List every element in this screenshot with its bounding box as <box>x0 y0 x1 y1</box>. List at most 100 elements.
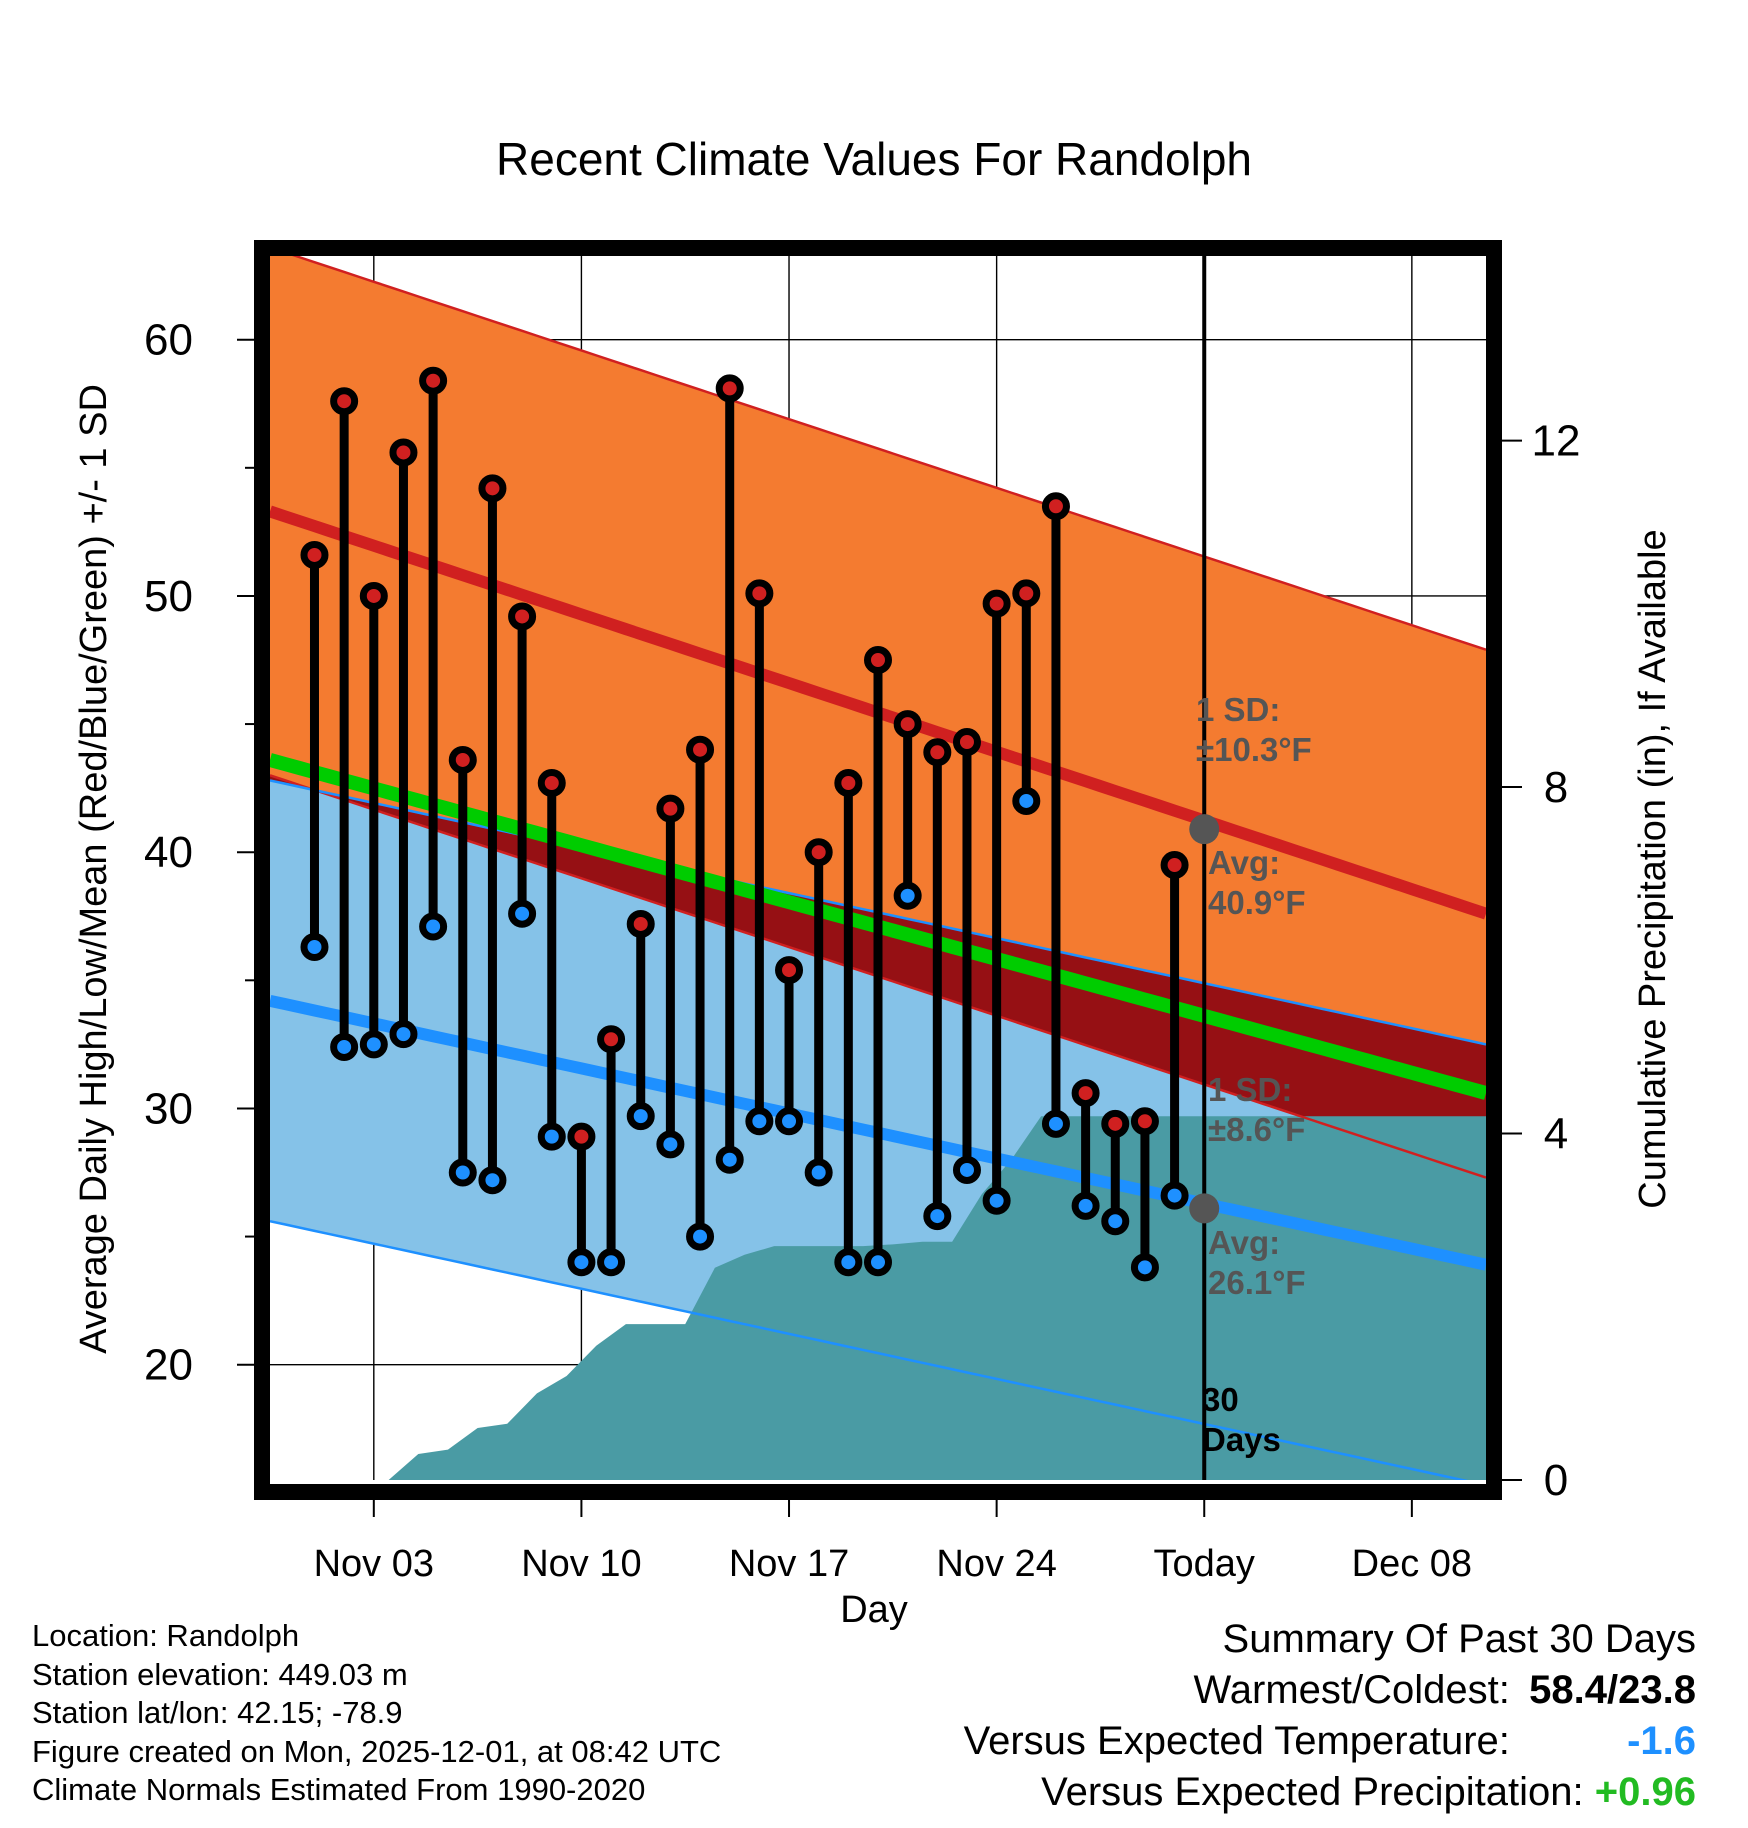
high-point <box>834 769 863 797</box>
x-tick-label: Nov 24 <box>936 1543 1056 1585</box>
observations <box>300 366 1189 1282</box>
low-sd-annotation: 1 SD: ±8.6°F <box>1208 1071 1305 1148</box>
high-point <box>537 769 566 797</box>
warm-cold-label: Warmest/Coldest: <box>1193 1668 1510 1712</box>
period-annotation: 30 Days <box>1202 1381 1281 1458</box>
axes: Nov 03 Nov 10 Nov 17 Nov 24 Today Dec 08 20 30 4… <box>144 316 1580 1585</box>
x-tick-label: Today <box>1154 1543 1255 1585</box>
high-point <box>1012 579 1041 608</box>
temp-anomaly-row: Versus Expected Temperature: -1.6 <box>964 1716 1696 1767</box>
low-lower-sd-line <box>270 1219 1469 1480</box>
high-point <box>508 602 537 631</box>
y-tick-label: 60 <box>144 316 193 365</box>
latlon-text: Station lat/lon: 42.15; -78.9 <box>32 1695 403 1730</box>
low-point <box>1071 1191 1100 1220</box>
low-point <box>804 1158 833 1187</box>
x-tick-label: Nov 17 <box>729 1543 849 1585</box>
high-point <box>745 579 774 608</box>
high-point <box>300 540 329 569</box>
low-point <box>567 1248 596 1277</box>
high-point <box>1041 492 1070 521</box>
precip-anomaly-row: Versus Expected Precipitation: +0.96 <box>964 1767 1696 1818</box>
low-point <box>359 1030 388 1059</box>
low-point <box>1130 1253 1159 1282</box>
y-tick-label: 50 <box>144 572 193 621</box>
low-point <box>775 1107 804 1136</box>
high-point <box>864 646 892 674</box>
low-point <box>330 1032 359 1061</box>
x-axis-label: Day <box>840 1589 908 1631</box>
summary-panel: Summary Of Past 30 Days Warmest/Coldest:… <box>964 1614 1696 1818</box>
low-point <box>864 1248 892 1277</box>
low-point <box>893 881 922 910</box>
annotations: 1 SD: ±10.3°F Avg: 40.9°F 1 SD: ±8.6°F Avg: 26.… <box>1189 691 1312 1458</box>
high-point <box>923 738 952 767</box>
low-point <box>300 933 329 961</box>
high-point <box>478 474 507 503</box>
low-point <box>626 1102 655 1131</box>
precip-anomaly-value: +0.96 <box>1594 1770 1696 1814</box>
high-point <box>389 438 418 467</box>
plot-frame <box>254 240 1502 1500</box>
low-point <box>419 912 448 941</box>
high-point <box>804 838 833 867</box>
temp-anomaly-value: -1.6 <box>1627 1719 1696 1763</box>
high-point <box>1101 1109 1130 1138</box>
x-tick-label: Nov 03 <box>314 1543 434 1585</box>
x-tick-label: Nov 10 <box>521 1543 641 1585</box>
low-point <box>448 1158 477 1187</box>
y-tick-label: 30 <box>144 1084 193 1133</box>
low-point <box>1012 786 1041 815</box>
high-point <box>656 794 685 823</box>
location-text: Location: Randolph <box>32 1618 300 1653</box>
high-point <box>952 728 981 756</box>
station-info: Location: Randolph Station elevation: 44… <box>32 1617 721 1810</box>
high-point <box>448 745 477 774</box>
low-point <box>923 1202 952 1231</box>
high-avg-annotation: Avg: 40.9°F <box>1208 844 1306 921</box>
y2-tick-label: 8 <box>1544 763 1568 812</box>
high-point <box>597 1025 626 1054</box>
high-point <box>893 710 922 739</box>
today-high-normal-marker <box>1189 814 1220 845</box>
high-point <box>1160 851 1189 879</box>
y-axis-label: Average Daily High/Low/Mean (Red/Blue/Gr… <box>73 384 115 1354</box>
low-point <box>745 1107 774 1136</box>
low-point <box>537 1122 566 1151</box>
high-point <box>775 956 804 985</box>
low-point <box>656 1130 685 1159</box>
temp-anomaly-label: Versus Expected Temperature: <box>963 1719 1510 1763</box>
chart-title: Recent Climate Values For Randolph <box>496 133 1252 185</box>
high-point <box>419 366 448 395</box>
high-point <box>686 735 715 764</box>
high-point <box>330 387 359 416</box>
low-point <box>478 1166 507 1195</box>
low-point <box>982 1186 1011 1215</box>
low-point <box>597 1248 626 1277</box>
warm-cold-row: Warmest/Coldest: 58.4/23.8 <box>964 1665 1697 1716</box>
precip-anomaly-label: Versus Expected Precipitation: <box>1041 1770 1584 1814</box>
elevation-text: Station elevation: 449.03 m <box>32 1656 408 1692</box>
y2-axis-label: Cumulative Precipitation (in), If Availa… <box>1632 529 1674 1208</box>
low-point <box>1041 1109 1070 1138</box>
normals-text: Climate Normals Estimated From 1990-2020 <box>32 1772 646 1807</box>
today-low-normal-marker <box>1189 1193 1220 1224</box>
high-point <box>715 374 744 403</box>
high-point <box>567 1122 596 1151</box>
y-tick-label: 40 <box>144 828 193 877</box>
high-sd-annotation: 1 SD: ±10.3°F <box>1196 691 1312 768</box>
high-point <box>1130 1107 1159 1136</box>
high-upper-sd-line <box>273 250 1486 651</box>
low-point <box>834 1248 863 1277</box>
low-point <box>952 1155 981 1184</box>
low-point <box>1160 1181 1189 1210</box>
high-point <box>359 581 388 610</box>
high-point <box>982 589 1011 618</box>
y-tick-label: 20 <box>144 1341 193 1390</box>
summary-title: Summary Of Past 30 Days <box>1222 1617 1696 1661</box>
high-point <box>1071 1079 1100 1108</box>
created-text: Figure created on Mon, 2025-12-01, at 08… <box>32 1733 722 1769</box>
y2-tick-label: 12 <box>1532 417 1581 466</box>
y2-tick-label: 0 <box>1544 1456 1568 1505</box>
